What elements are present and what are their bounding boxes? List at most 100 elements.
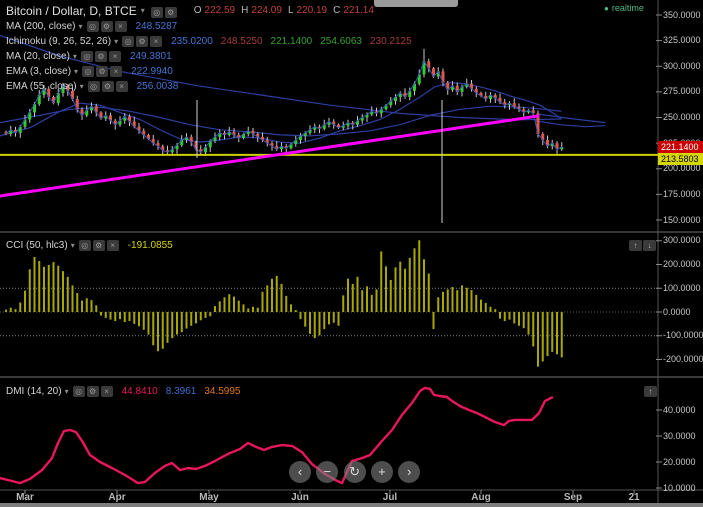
chevron-down-icon[interactable]: ▾ [64, 387, 69, 396]
chevron-down-icon[interactable]: ▾ [114, 37, 119, 46]
candle-body [61, 85, 65, 93]
time-axis-label: Sep [563, 492, 583, 503]
dmi-axis-label: 40.0000 [663, 404, 696, 415]
candle-body [536, 113, 540, 134]
candle-body [42, 88, 46, 95]
candle-body [232, 131, 236, 135]
chevron-down-icon[interactable]: ▾ [74, 67, 79, 76]
alert-price-badge[interactable]: 213.5803 [658, 153, 703, 165]
cci-bar [76, 293, 79, 312]
gear-icon[interactable]: ⚙ [94, 51, 107, 62]
gear-icon[interactable]: ⚙ [100, 21, 113, 32]
gear-icon[interactable]: ⚙ [86, 386, 99, 397]
ohlc-label: O [193, 5, 202, 16]
gear-icon[interactable]: ⚙ [92, 240, 105, 251]
cci-bar [494, 309, 497, 312]
candle-body [128, 116, 131, 122]
cci-axis-label: 100.0000 [663, 282, 701, 293]
candle-body [365, 114, 369, 118]
indicator-legend-name[interactable]: Ichimoku (9, 26, 52, 26) [6, 36, 112, 47]
candle-body [275, 146, 279, 150]
dmi-pane-header-name[interactable]: DMI (14, 20) [6, 386, 62, 397]
cci-bar [361, 290, 364, 312]
gear-icon[interactable]: ⚙ [101, 81, 114, 92]
pane-move-up-button[interactable]: ↑ [629, 240, 642, 251]
candle-body [479, 92, 483, 96]
cci-bar [138, 312, 140, 327]
ma200-line [0, 34, 562, 121]
cci-bar [513, 312, 516, 324]
eye-icon[interactable]: ◎ [86, 21, 99, 32]
cci-axis-label: 0.0000 [663, 306, 691, 317]
cci-bar [408, 257, 411, 312]
chevron-down-icon[interactable]: ▾ [78, 22, 83, 31]
cci-bar [100, 312, 102, 316]
close-icon[interactable]: × [114, 21, 127, 32]
indicator-legend-name[interactable]: MA (200, close) [6, 21, 76, 32]
eye-icon[interactable]: ◎ [80, 51, 93, 62]
cci-bar [413, 248, 416, 312]
candle-body [417, 74, 421, 84]
dmi-pane-header: DMI (14, 20) ▾ ◎ ⚙ × 44.8410 8.3961 34.5995 [6, 385, 241, 398]
close-icon[interactable]: × [106, 240, 119, 251]
eye-icon[interactable]: ◎ [87, 81, 100, 92]
symbol-title[interactable]: Bitcoin / Dollar, D, BTCE [6, 3, 137, 18]
close-icon[interactable]: × [108, 51, 121, 62]
cci-bar [480, 299, 482, 312]
chevron-down-icon[interactable]: ▾ [79, 82, 84, 91]
close-icon[interactable]: × [100, 386, 113, 397]
chevron-down-icon[interactable]: ▾ [72, 52, 77, 61]
price-axis-label: 325.0000 [663, 35, 701, 46]
dmi-axis-label: 20.0000 [663, 456, 696, 467]
ema55-line [0, 105, 562, 137]
cci-axis-label: 300.0000 [663, 235, 701, 246]
cci-bar [370, 294, 373, 312]
eye-icon[interactable]: ◎ [72, 386, 85, 397]
current-price-badge[interactable]: 221.1400 [658, 141, 703, 153]
indicator-legend-name[interactable]: MA (20, close) [6, 51, 70, 62]
cci-bar [446, 289, 449, 312]
zoom-in-button[interactable]: + [370, 461, 393, 483]
close-icon[interactable]: × [110, 66, 123, 77]
scroll-left-button[interactable]: ‹ [289, 461, 311, 483]
eye-icon[interactable]: ◎ [78, 240, 91, 251]
eye-icon[interactable]: ◎ [150, 6, 163, 18]
indicator-legend-name[interactable]: EMA (3, close) [6, 66, 72, 77]
candle-body [341, 125, 345, 128]
eye-icon[interactable]: ◎ [122, 36, 135, 47]
cci-bar [432, 312, 435, 330]
chevron-down-icon[interactable]: ▾ [140, 6, 145, 15]
candle-body [118, 120, 122, 125]
pane-move-up-button[interactable]: ↑ [644, 386, 657, 397]
scroll-right-button[interactable]: › [398, 461, 421, 483]
candle-body [9, 129, 13, 134]
gear-icon[interactable]: ⚙ [164, 6, 177, 18]
cci-bar [242, 304, 245, 312]
close-icon[interactable]: × [150, 36, 163, 47]
candle-body [432, 68, 435, 77]
price-axis-label: 175.0000 [663, 188, 701, 199]
candle-body [555, 143, 559, 150]
cci-bar [465, 287, 468, 312]
reset-zoom-button[interactable]: ↻ [343, 461, 366, 483]
eye-icon[interactable]: ◎ [82, 66, 95, 77]
indicator-legend-name[interactable]: EMA (55, close) [6, 81, 77, 92]
cci-pane-header-value: -191.0855 [127, 240, 173, 251]
zoom-out-button[interactable]: − [316, 461, 339, 483]
indicator-legend-value: 249.3801 [129, 51, 172, 62]
candle-body [147, 134, 150, 140]
gear-icon[interactable]: ⚙ [136, 36, 149, 47]
gear-icon[interactable]: ⚙ [96, 66, 109, 77]
realtime-status: ● realtime [604, 3, 644, 13]
close-icon[interactable]: × [115, 81, 128, 92]
candle-body [56, 92, 60, 104]
cci-bar [43, 266, 45, 312]
candle-body [123, 116, 127, 121]
chevron-down-icon[interactable]: ▾ [70, 241, 75, 250]
cci-bar [518, 312, 520, 326]
cci-axis-label: 200.0000 [663, 259, 701, 269]
cci-pane-header-name[interactable]: CCI (50, hlc3) [6, 240, 68, 251]
candle-body [465, 83, 469, 87]
pane-move-down-button[interactable]: ↓ [643, 240, 656, 251]
